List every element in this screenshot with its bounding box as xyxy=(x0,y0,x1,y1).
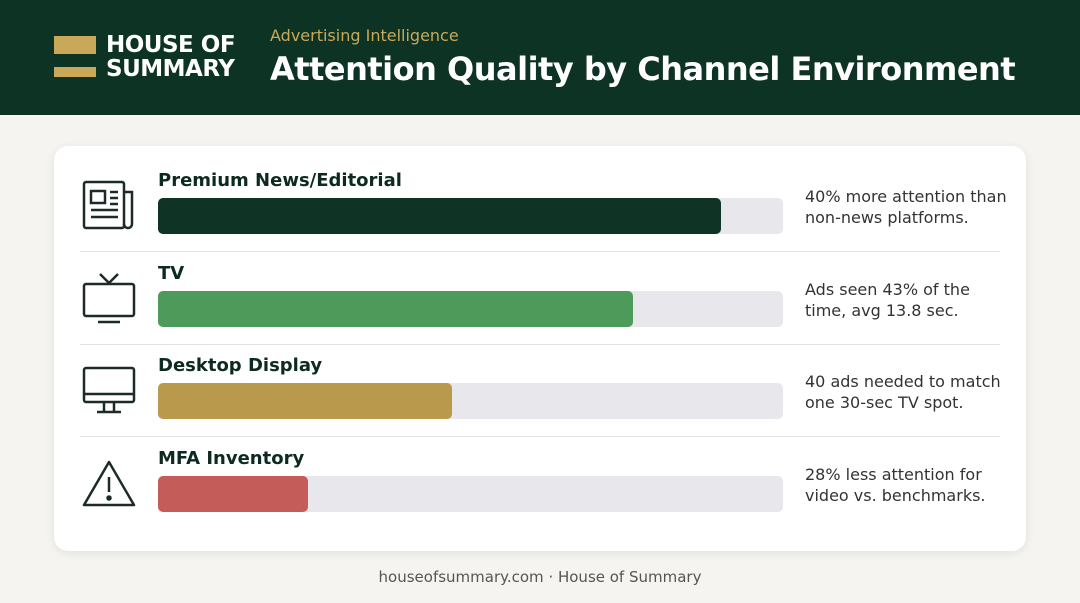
header: HOUSE OF SUMMARY Advertising Intelligenc… xyxy=(0,0,1080,115)
bar-track xyxy=(158,475,783,512)
chart-title: Attention Quality by Channel Environment xyxy=(270,50,1016,88)
bar xyxy=(158,475,308,512)
bar-track xyxy=(158,383,783,419)
annotation: 40 ads needed to match one 30-sec TV spo… xyxy=(805,372,1001,412)
eyebrow: Advertising Intelligence xyxy=(270,26,459,45)
separator xyxy=(80,436,1000,437)
bar xyxy=(158,198,721,234)
logo-mark xyxy=(54,36,96,54)
bar xyxy=(158,383,452,419)
annotation: Ads seen 43% of the time, avg 13.8 sec. xyxy=(805,279,970,320)
bar xyxy=(158,290,633,327)
footer: houseofsummary.com · House of Summary xyxy=(378,568,702,586)
desktop-icon xyxy=(82,366,136,414)
separator xyxy=(80,343,1000,345)
tv-icon xyxy=(82,273,136,324)
category-label: Desktop Display xyxy=(158,355,323,376)
separator xyxy=(80,251,1000,252)
category-label: Premium News/Editorial xyxy=(158,170,402,191)
bar-track xyxy=(158,290,783,327)
category-label: TV xyxy=(158,262,185,284)
news-icon xyxy=(82,180,134,230)
annotation: 28% less attention for video vs. benchma… xyxy=(805,464,986,505)
logo-text: SUMMARY xyxy=(106,56,235,82)
annotation: 40% more attention than non-news platfor… xyxy=(805,187,1007,227)
logo-mark xyxy=(54,67,96,77)
warning-icon xyxy=(82,460,136,507)
category-label: MFA Inventory xyxy=(158,447,305,469)
logo-text: HOUSE OF xyxy=(106,32,236,58)
bar-track xyxy=(158,198,783,234)
